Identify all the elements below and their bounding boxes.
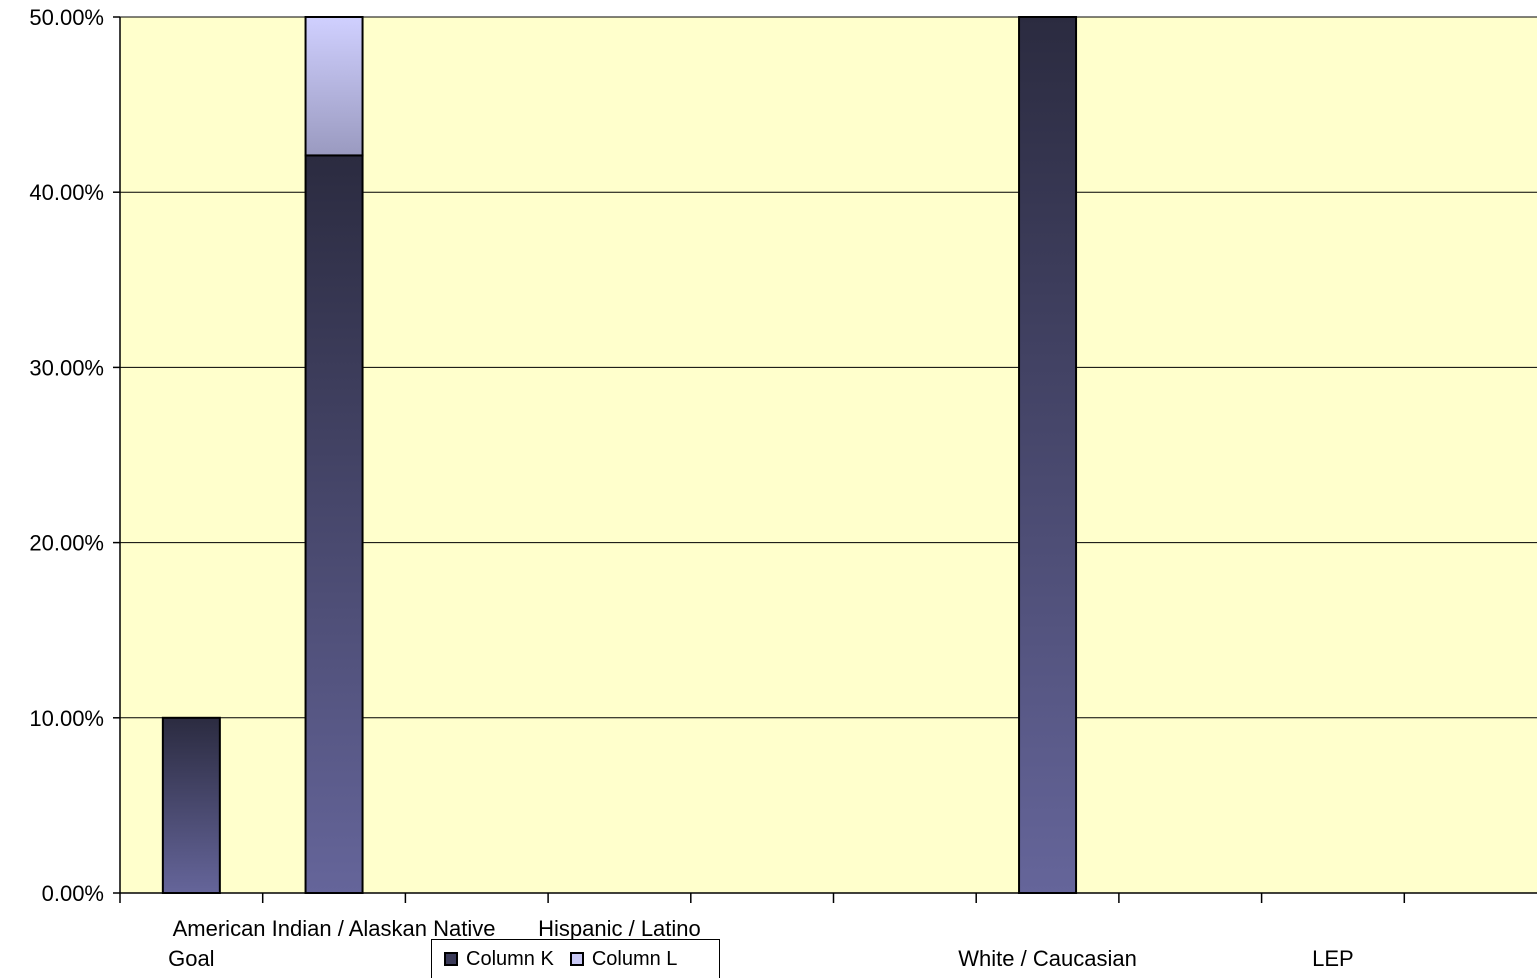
y-tick-label: 50.00% [29, 5, 104, 30]
legend-item-column-l: Column L [569, 947, 678, 971]
x-category-label: White / Caucasian [958, 946, 1137, 971]
legend-swatch-column-k [444, 952, 458, 966]
y-tick-label: 10.00% [29, 706, 104, 731]
bars [161, 16, 1078, 894]
x-category-label: Goal [168, 946, 214, 971]
x-axis-tick-labels: Goal American Indian / Alaskan Native Hisp… [119, 893, 1406, 971]
y-tick-label: 0.00% [42, 881, 104, 906]
bar-column-k [1018, 16, 1078, 894]
y-tick-label: 40.00% [29, 180, 104, 205]
legend-label-column-k: Column K [466, 947, 554, 970]
x-category-label: LEP [1312, 946, 1354, 971]
y-tick-label: 30.00% [29, 355, 104, 380]
legend: Column K Column L [431, 939, 720, 978]
bar-column-k [304, 154, 364, 894]
legend-item-column-k: Column K [444, 948, 554, 971]
bar-column-l [304, 16, 364, 157]
bar-column-k [161, 716, 221, 894]
y-axis-tick-labels: 0.00% 10.00% 20.00% 30.00% 40.00% 50.00% [29, 5, 120, 906]
legend-label-column-l: Column L [591, 947, 678, 970]
x-category-label: Hispanic / Latino [538, 916, 701, 941]
x-category-label: American Indian / Alaskan Native [173, 916, 496, 941]
legend-swatch-column-l [569, 952, 584, 966]
y-tick-label: 20.00% [29, 531, 104, 556]
